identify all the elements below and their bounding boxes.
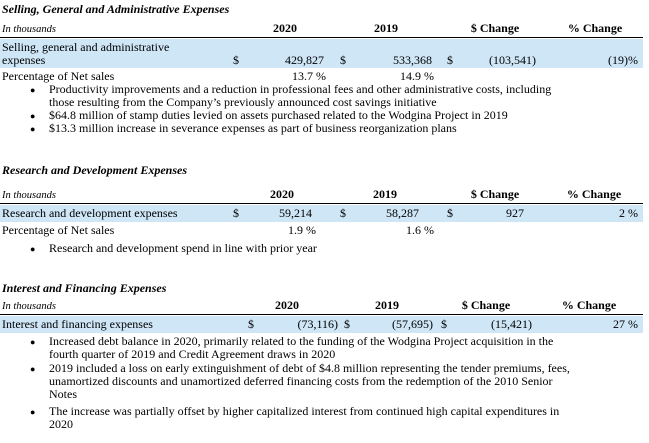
sga-bullet-3: $13.3 million increase in severance expe…	[49, 121, 457, 135]
rd-pct-label: Percentage of Net sales	[2, 223, 115, 237]
int-bullet-2-line3: Notes	[49, 387, 77, 401]
rd-pct-2020: 1.9 %	[288, 223, 316, 237]
rd-value-change: 927	[506, 206, 524, 220]
int-header-rule	[0, 314, 643, 315]
sga-value-pct: (19)%	[608, 53, 638, 67]
int-value-2020: (73,116)	[297, 317, 338, 331]
rd-value-2020: 59,214	[279, 206, 312, 220]
sga-row-label-line2: expenses	[2, 53, 46, 67]
rd-value-pct: 2 %	[619, 206, 638, 220]
rd-title: Research and Development Expenses	[2, 163, 187, 177]
int-bullet-1-line2: fourth quarter of 2019 and Credit Agreem…	[49, 347, 336, 361]
int-header-2019: 2019	[375, 298, 399, 312]
sga-currency-change: $	[447, 53, 453, 67]
int-header-pct: % Change	[561, 298, 617, 312]
rd-header-pct: % Change	[566, 187, 622, 201]
int-currency-change: $	[441, 317, 447, 331]
sga-currency-2019: $	[340, 53, 346, 67]
sga-unit-label: In thousands	[2, 24, 56, 35]
rd-header-change: $ Change	[470, 187, 520, 201]
sga-header-pct: % Change	[567, 21, 623, 35]
rd-currency-2019: $	[340, 206, 346, 220]
rd-header-2020: 2020	[270, 187, 294, 201]
bullet-icon: ●	[30, 124, 36, 134]
bullet-icon: ●	[30, 407, 36, 417]
sga-value-2020: 429,827	[285, 53, 324, 67]
bullet-icon: ●	[30, 337, 36, 347]
int-value-pct: 27 %	[613, 317, 638, 331]
rd-pct-2019: 1.6 %	[406, 223, 434, 237]
bullet-icon: ●	[30, 244, 36, 254]
sga-currency-2020: $	[233, 53, 239, 67]
sga-bullet-2: $64.8 million of stamp duties levied on …	[49, 108, 508, 122]
rd-header-2019: 2019	[373, 187, 397, 201]
int-unit-label: In thousands	[2, 301, 56, 312]
int-currency-2019: $	[344, 317, 350, 331]
int-data-row	[0, 316, 643, 333]
sga-pct-label: Percentage of Net sales	[2, 69, 115, 83]
sga-value-2019: 533,368	[393, 53, 432, 67]
rd-bullet-1: Research and development spend in line w…	[49, 241, 317, 255]
sga-header-2020: 2020	[273, 21, 297, 35]
rd-header-rule	[0, 203, 643, 204]
sga-header-2019: 2019	[374, 21, 398, 35]
int-header-change: $ Change	[461, 298, 511, 312]
int-currency-2020: $	[248, 317, 254, 331]
rd-value-2019: 58,287	[386, 206, 419, 220]
sga-title: Selling, General and Administrative Expe…	[2, 2, 230, 16]
int-title: Interest and Financing Expenses	[2, 281, 167, 295]
sga-data-row	[0, 39, 643, 68]
sga-header-rule	[0, 37, 643, 38]
int-bullet-2-line2: unamortized discounts and unamortized de…	[49, 374, 553, 388]
int-row-label: Interest and financing expenses	[2, 317, 153, 331]
int-value-2019: (57,695)	[392, 317, 433, 331]
int-bullet-3-line2: 2020	[49, 417, 73, 431]
sga-pct-2019: 14.9 %	[400, 69, 434, 83]
sga-value-change: (103,541)	[489, 53, 536, 67]
rd-unit-label: In thousands	[2, 190, 56, 201]
int-header-2020: 2020	[275, 298, 299, 312]
bullet-icon: ●	[30, 85, 36, 95]
sga-bullet-1-line1: Productivity improvements and a reductio…	[49, 82, 552, 96]
sga-pct-2020: 13.7 %	[292, 69, 326, 83]
sga-bullet-1-line2: those resulting from the Company’s previ…	[49, 95, 437, 109]
int-bullet-2-line1: 2019 included a loss on early extinguish…	[49, 361, 570, 375]
rd-row-label: Research and development expenses	[2, 206, 178, 220]
int-bullet-3-line1: The increase was partially offset by hig…	[49, 404, 560, 418]
rd-data-row	[0, 205, 643, 222]
bullet-icon: ●	[30, 111, 36, 121]
sga-row-label-line1: Selling, general and administrative	[2, 40, 170, 54]
bullet-icon: ●	[30, 364, 36, 374]
int-bullet-1-line1: Increased debt balance in 2020, primaril…	[49, 334, 554, 348]
int-value-change: (15,421)	[491, 317, 532, 331]
sga-header-change: $ Change	[470, 21, 520, 35]
rd-currency-2020: $	[233, 206, 239, 220]
rd-currency-change: $	[447, 206, 453, 220]
